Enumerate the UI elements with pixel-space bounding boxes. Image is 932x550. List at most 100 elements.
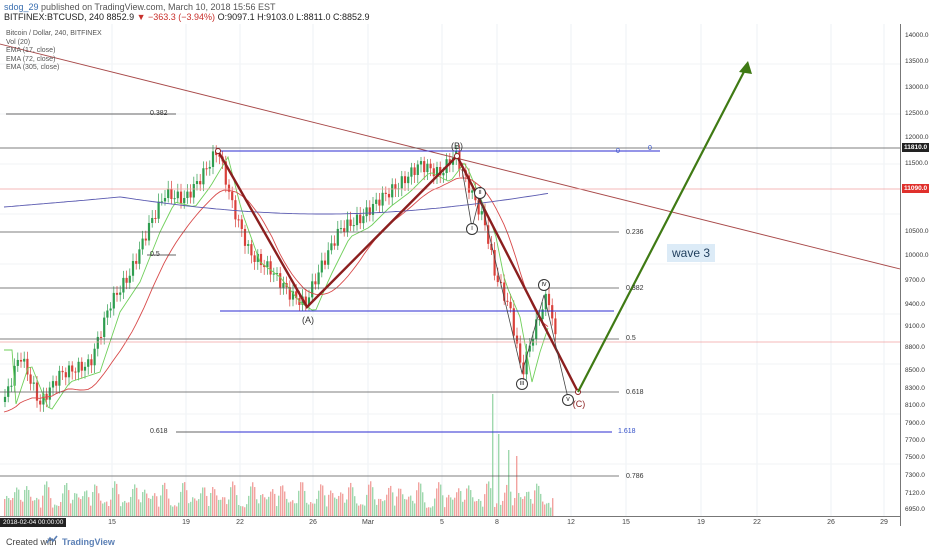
candle-body <box>103 317 106 337</box>
price-label: 7300.0 <box>905 472 925 479</box>
volume-bar <box>478 499 480 516</box>
candle-body <box>205 168 208 170</box>
candle-body <box>253 255 256 262</box>
volume-bar <box>162 484 164 516</box>
volume-bar <box>320 484 322 516</box>
volume-bar <box>88 497 90 516</box>
volume-bar <box>512 505 514 516</box>
volume-bar <box>426 507 428 516</box>
fib-label-05: 0.5 <box>626 335 636 342</box>
volume-bar <box>210 492 212 516</box>
author-link[interactable]: sdog_29 <box>4 2 39 12</box>
volume-bar <box>188 503 190 516</box>
candle-body <box>35 382 39 401</box>
volume-bar <box>444 507 446 516</box>
candle-body <box>199 181 202 185</box>
candle-body <box>346 219 349 232</box>
volume-bar <box>304 490 306 516</box>
volume-bar <box>22 501 24 516</box>
fib-label-05-left: 0.5 <box>150 251 160 258</box>
candle-body <box>394 184 397 190</box>
volume-bar <box>288 502 290 516</box>
price-label: 9100.0 <box>905 323 925 330</box>
volume-bar <box>164 482 166 516</box>
candle-body <box>333 243 336 246</box>
legend-ema305: EMA (305, close) <box>6 64 60 71</box>
volume-bar <box>494 506 496 516</box>
volume-bar <box>104 502 106 516</box>
volume-bar <box>160 495 162 516</box>
volume-bar <box>166 489 168 516</box>
volume-bar <box>404 499 406 516</box>
publish-text: published on TradingView.com, March 10, … <box>38 2 276 12</box>
candle-body <box>29 374 32 384</box>
volume-bar <box>356 503 358 516</box>
candle-body <box>256 253 259 262</box>
volume-bar <box>518 492 520 516</box>
candle-body <box>19 359 23 362</box>
volume-bar <box>16 487 18 516</box>
volume-bar <box>258 503 260 516</box>
volume-bar <box>530 498 532 516</box>
volume-bar <box>26 486 28 516</box>
time-label: 22 <box>236 519 244 526</box>
volume-bar <box>472 497 474 516</box>
volume-bar <box>74 493 76 516</box>
price-label: 12500.0 <box>905 110 929 117</box>
candle-body <box>429 163 432 169</box>
volume-bar <box>220 499 222 516</box>
price-label: 13500.0 <box>905 58 929 65</box>
volume-bar <box>4 499 6 516</box>
volume-bar <box>234 485 236 516</box>
volume-bar <box>430 507 432 516</box>
candle-body <box>311 281 314 298</box>
publish-info: sdog_29 published on TradingView.com, Ma… <box>4 2 276 12</box>
candle-body <box>387 193 391 198</box>
volume-bar <box>498 434 500 516</box>
price-chart[interactable] <box>0 24 900 526</box>
volume-bar <box>536 483 538 516</box>
wave-label-i: i <box>466 223 478 235</box>
wave-label-iv: iv <box>538 279 550 291</box>
volume-bar <box>362 504 364 516</box>
candle-body <box>467 175 471 193</box>
time-label: 8 <box>495 519 499 526</box>
ohlc-values: O:9097.1 H:9103.0 L:8811.0 C:8852.9 <box>217 12 370 22</box>
volume-bar <box>96 485 98 516</box>
volume-bar <box>350 482 352 516</box>
candle-body <box>471 190 474 193</box>
volume-bar <box>390 485 392 516</box>
volume-bar <box>252 482 254 516</box>
volume-bar <box>528 491 530 516</box>
candle-body <box>362 216 365 224</box>
volume-bar <box>156 496 158 516</box>
candle-body <box>503 282 506 301</box>
candle-body <box>160 201 163 203</box>
volume-bar <box>458 488 460 516</box>
volume-bar <box>38 499 40 516</box>
candle-body <box>3 396 7 402</box>
candle-body <box>269 261 272 275</box>
volume-bar <box>48 487 50 516</box>
candle-body <box>224 161 227 185</box>
volume-bar <box>152 495 154 516</box>
candle-body <box>138 249 141 264</box>
candle-body <box>336 228 339 246</box>
volume-bar <box>294 503 296 516</box>
time-label: 26 <box>309 519 317 526</box>
price-label: 7500.0 <box>905 454 925 461</box>
price-label: 8100.0 <box>905 402 925 409</box>
volume-bar <box>280 486 282 516</box>
volume-bar <box>270 491 272 516</box>
candle-body <box>125 277 128 283</box>
candle-body <box>58 370 61 386</box>
legend-symbol: Bitcoin / Dollar, 240, BITFINEX <box>6 30 102 37</box>
time-axis[interactable]: 2018-02-04 00:00:00 15 19 22 26 Mar 5 8 12 15 19 2… <box>0 516 900 530</box>
price-axis[interactable]: 14000.0 13500.0 13000.0 12500.0 12000.0 11500… <box>900 24 932 526</box>
tradingview-brand[interactable]: TradingView <box>62 537 115 547</box>
volume-bar <box>284 491 286 516</box>
volume-bar <box>526 492 528 516</box>
candle-body <box>195 181 199 185</box>
volume-bar <box>244 507 246 516</box>
volume-bar <box>468 485 470 516</box>
